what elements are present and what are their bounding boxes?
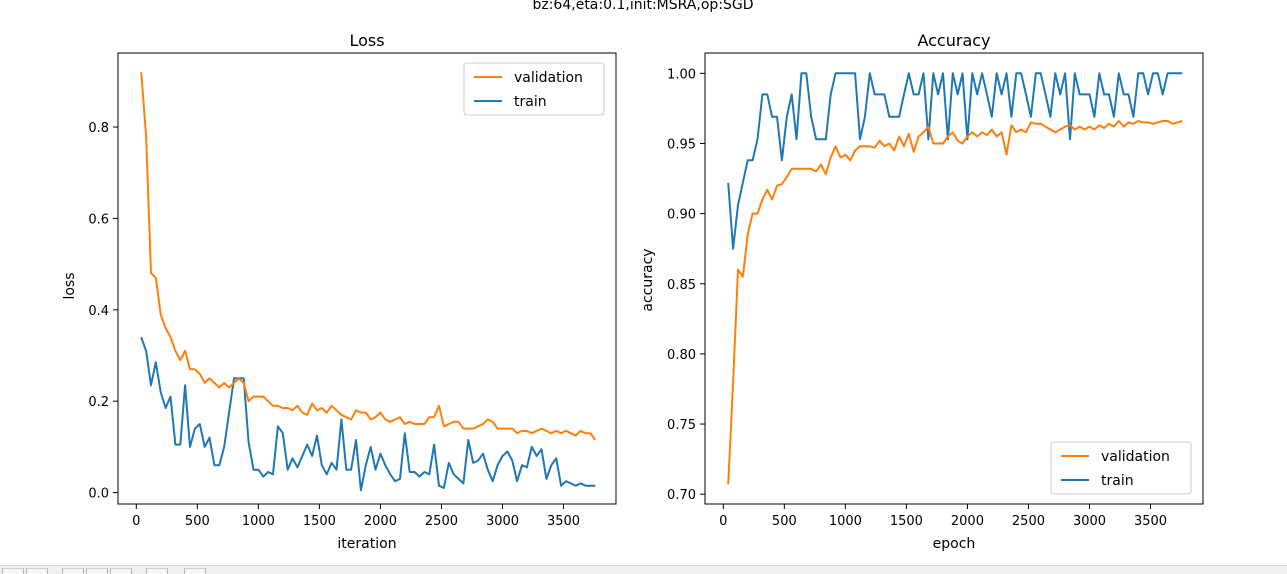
loss-y-axis-label: loss	[62, 272, 78, 299]
accuracy-legend-label-train: train	[1101, 473, 1134, 489]
back-icon[interactable]	[26, 568, 48, 574]
loss-x-tick-label: 3000	[486, 514, 519, 529]
accuracy-series-train-line	[727, 72, 1183, 250]
accuracy-x-tick-label: 0	[719, 514, 727, 529]
accuracy-y-tick-label: 0.75	[667, 418, 696, 433]
accuracy-x-tick-label: 1500	[890, 514, 923, 529]
loss-y-tick-label: 0.6	[88, 212, 109, 227]
loss-x-tick-label: 2500	[425, 514, 458, 529]
configure-icon[interactable]	[146, 568, 168, 574]
accuracy-x-tick-label: 3000	[1073, 514, 1106, 529]
accuracy-x-tick-label: 500	[772, 514, 797, 529]
figure-suptitle: bz:64,eta:0.1,init:MSRA,op:SGD	[532, 0, 753, 13]
loss-x-tick-label: 2000	[364, 514, 397, 529]
accuracy-legend: validation train	[1050, 441, 1192, 495]
loss-x-tick-label: 1000	[242, 514, 275, 529]
forward-icon[interactable]	[62, 568, 84, 574]
loss-legend-label-validation: validation	[514, 70, 583, 86]
navigation-toolbar	[0, 565, 1287, 574]
accuracy-plot-area[interactable]	[727, 72, 1183, 485]
home-icon[interactable]	[2, 568, 24, 574]
loss-series-validation-line	[140, 72, 597, 441]
pan-icon[interactable]	[86, 568, 108, 574]
loss-legend-label-train: train	[514, 94, 547, 110]
zoom-icon[interactable]	[110, 568, 132, 574]
accuracy-series-validation-line	[727, 120, 1183, 485]
accuracy-y-tick-label: 0.90	[667, 208, 696, 223]
accuracy-x-tick-label: 2000	[951, 514, 984, 529]
save-icon[interactable]	[184, 568, 206, 574]
loss-x-axis-label: iteration	[337, 536, 396, 552]
accuracy-legend-label-validation: validation	[1101, 449, 1170, 465]
loss-chart-title: Loss	[349, 31, 384, 50]
loss-x-tick-label: 0	[132, 514, 140, 529]
loss-chart: Loss iteration loss 0 500 1000 1500 2000 2500…	[62, 31, 617, 552]
accuracy-y-tick-label: 1.00	[667, 67, 696, 82]
loss-y-tick-label: 0.4	[88, 304, 109, 319]
loss-x-tick-label: 1500	[303, 514, 336, 529]
loss-axes-frame	[117, 52, 617, 505]
accuracy-x-tick-label: 1000	[829, 514, 862, 529]
loss-y-tick-label: 0.2	[88, 395, 109, 410]
loss-plot-area[interactable]	[140, 72, 597, 492]
accuracy-y-tick-label: 0.95	[667, 137, 696, 152]
accuracy-y-tick-label: 0.80	[667, 348, 696, 363]
loss-x-tick-label: 3500	[547, 514, 580, 529]
accuracy-y-tick-label: 0.85	[667, 278, 696, 293]
accuracy-x-axis-label: epoch	[933, 536, 976, 552]
loss-legend: validation train	[463, 62, 605, 116]
accuracy-y-axis-label: accuracy	[640, 248, 656, 311]
accuracy-chart: Accuracy epoch accuracy 0 500 1000 1500 2000…	[640, 31, 1204, 552]
loss-y-tick-label: 0.0	[88, 487, 109, 502]
accuracy-x-tick-label: 3500	[1134, 514, 1167, 529]
loss-y-tick-label: 0.8	[88, 121, 109, 136]
accuracy-chart-title: Accuracy	[917, 31, 990, 50]
accuracy-y-tick-label: 0.70	[667, 488, 696, 503]
accuracy-axes-frame	[704, 52, 1204, 505]
accuracy-x-tick-label: 2500	[1012, 514, 1045, 529]
loss-series-train-line	[140, 336, 596, 492]
loss-x-tick-label: 500	[185, 514, 210, 529]
